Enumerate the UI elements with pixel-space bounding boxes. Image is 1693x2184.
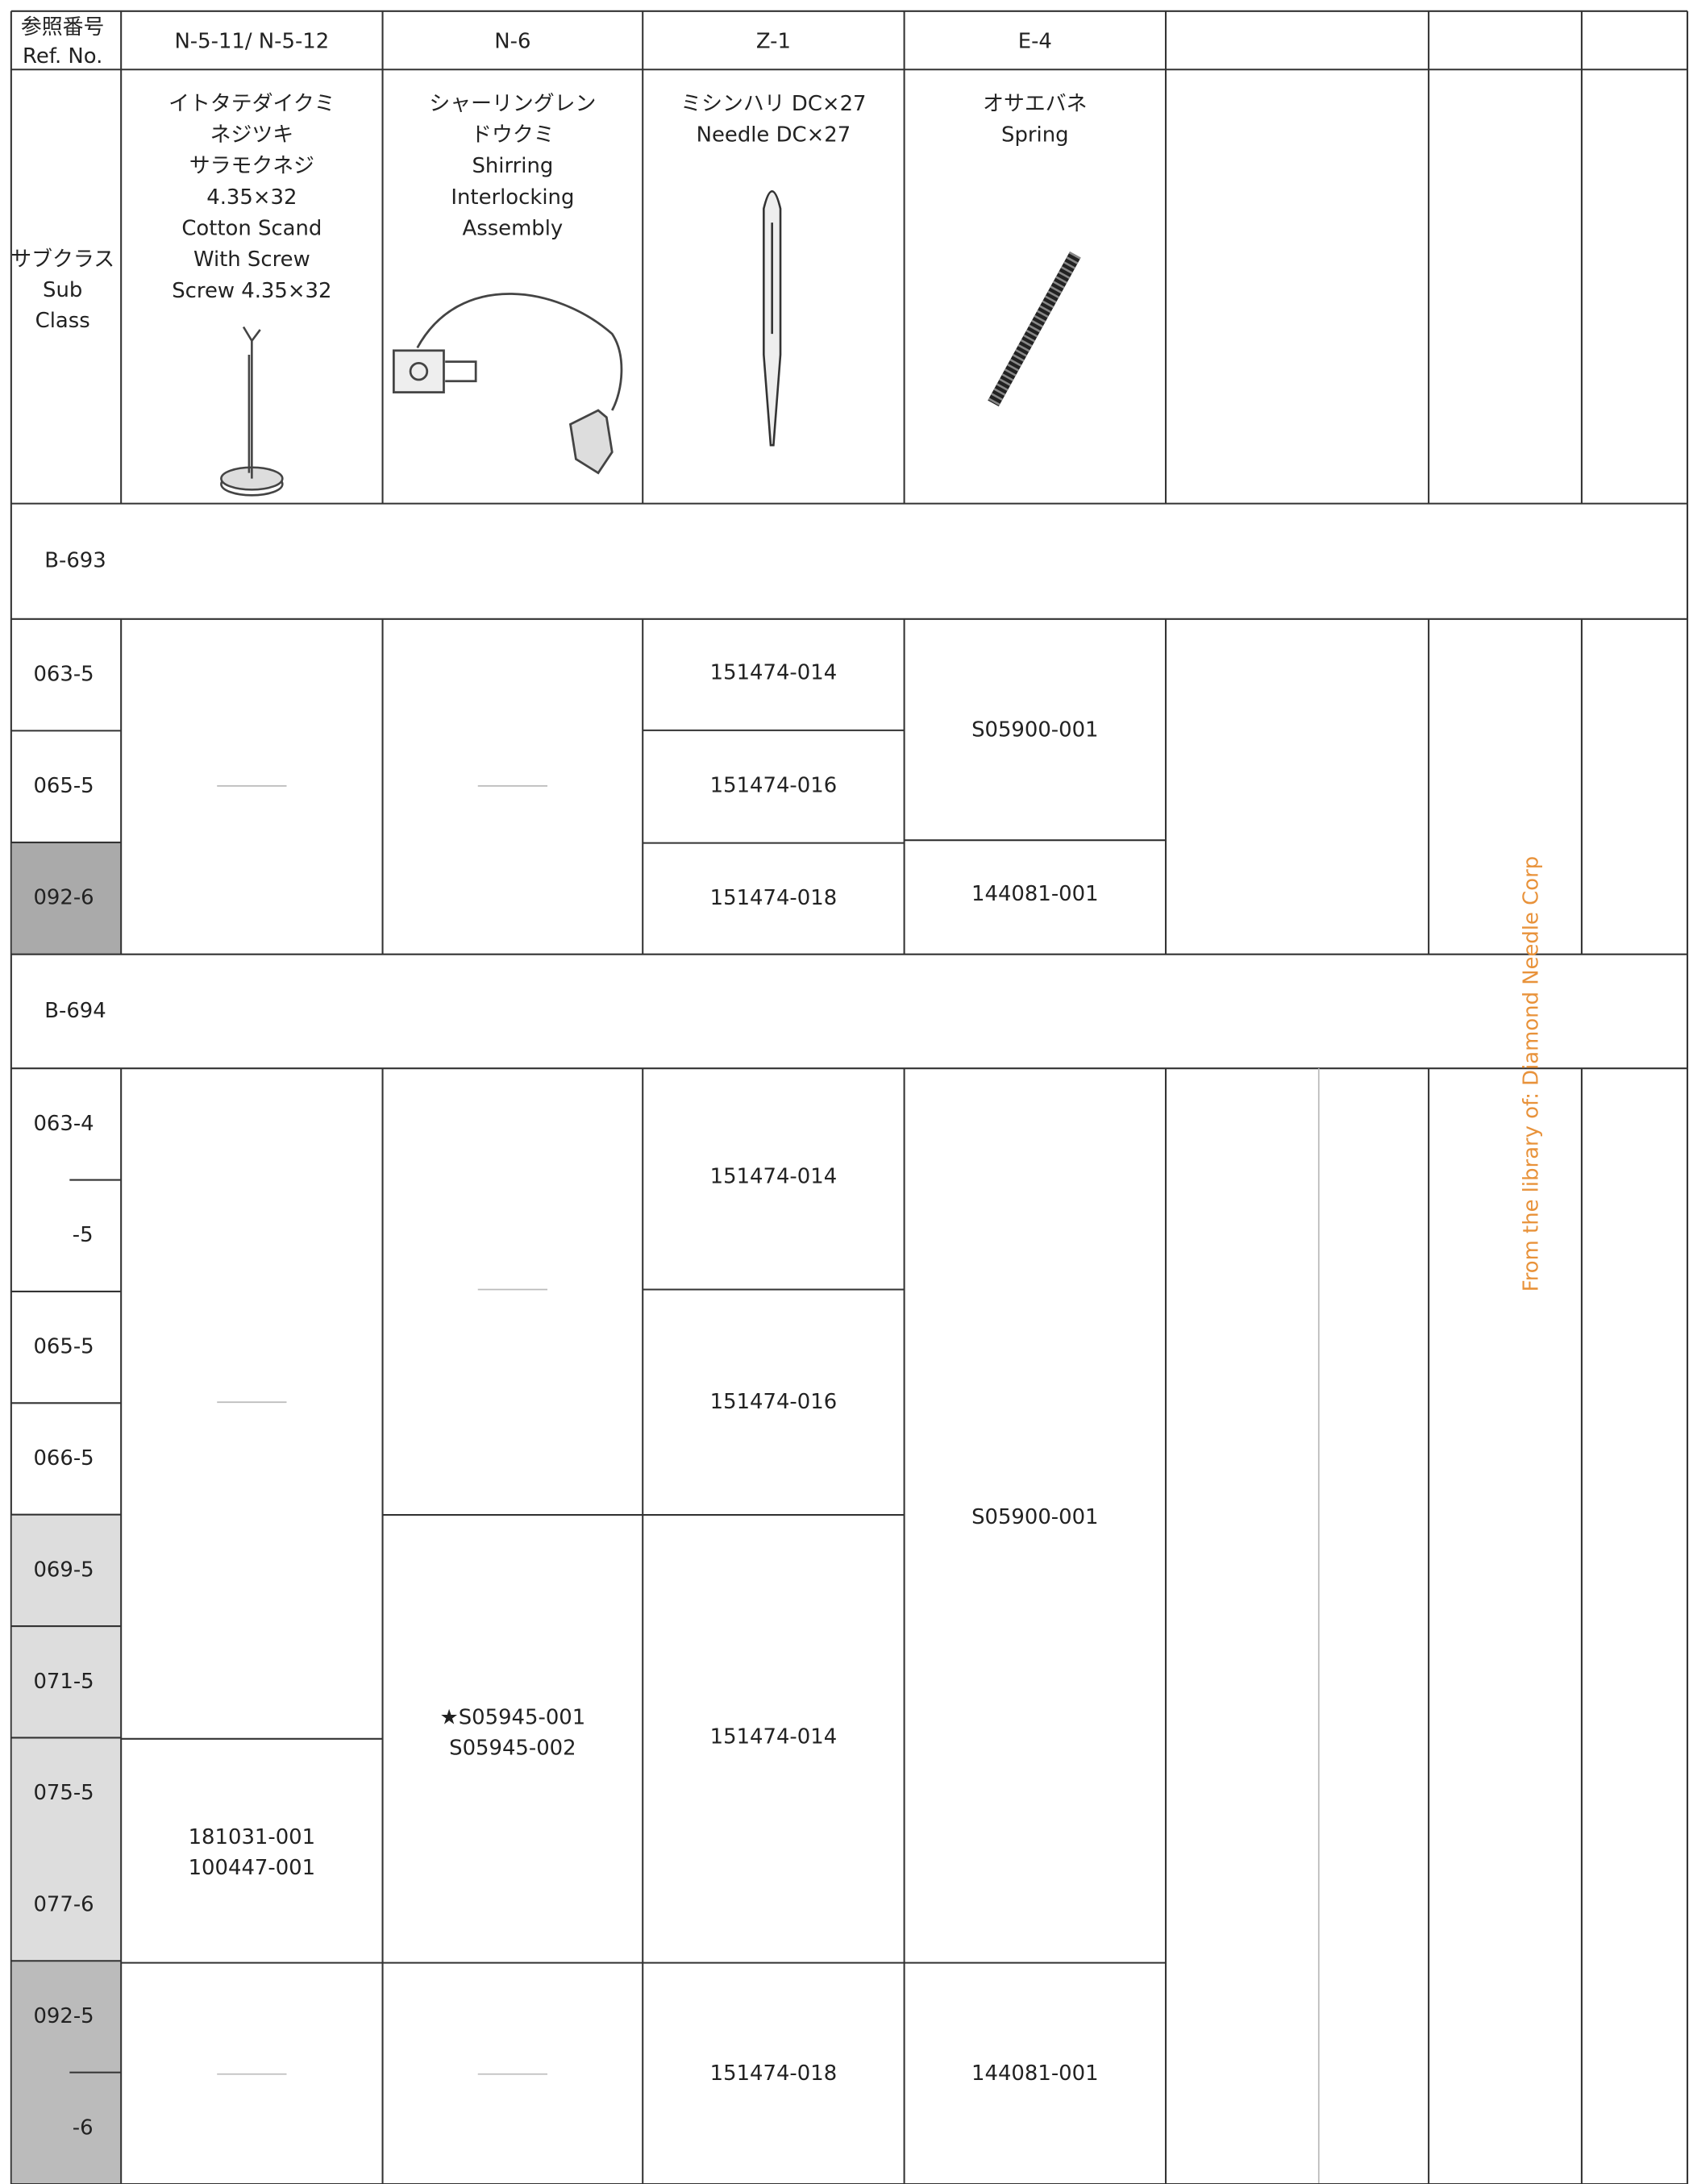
part-number: 151474-014 <box>710 661 837 685</box>
ref-number: 066-5 <box>33 1446 94 1471</box>
ref-header: Ref. No. <box>23 44 102 69</box>
spring-drawing <box>988 252 1081 407</box>
column-description: 4.35×32 <box>206 185 297 210</box>
ref-number: 065-5 <box>33 774 94 798</box>
part-number: 151474-014 <box>710 1725 837 1749</box>
table-texts: 参照番号 Ref. No. サブクラス Sub Class N-5-11/ N-5-12 イ… <box>10 15 1543 2140</box>
needle-drawing <box>763 190 782 447</box>
column-code: N-5-11/ N-5-12 <box>174 29 329 53</box>
ref-number: -5 <box>73 1223 94 1247</box>
ref-number: 075-5 <box>33 1781 94 1805</box>
cotton-stand-drawing <box>220 326 284 497</box>
part-number: S05945-002 <box>449 1736 576 1760</box>
column-description: Cotton Scand <box>181 217 322 241</box>
column-description: シャーリングレン <box>429 92 596 116</box>
ref-number: 065-5 <box>33 1335 94 1359</box>
sub-class-label: Sub <box>43 278 82 302</box>
ref-number: 071-5 <box>33 1670 94 1694</box>
column-description: Screw 4.35×32 <box>172 279 331 303</box>
ref-number: 077-6 <box>33 1893 94 1917</box>
part-number: ★S05945-001 <box>440 1705 586 1729</box>
model-heading: B-694 <box>44 999 106 1023</box>
column-code: Z-1 <box>756 29 791 53</box>
ref-shade <box>11 842 121 955</box>
column-description: ドウクミ <box>471 123 555 148</box>
part-number: 144081-001 <box>971 2061 1099 2086</box>
part-number: S05900-001 <box>971 718 1098 742</box>
part-number: 151474-018 <box>710 886 837 910</box>
ref-header: 参照番号 <box>21 15 105 40</box>
column-code: E-4 <box>1018 29 1052 53</box>
watermark: From the library of: Diamond Needle Corp <box>1519 856 1543 1292</box>
part-number: 144081-001 <box>971 882 1099 906</box>
part-number: 151474-014 <box>710 1164 837 1188</box>
column-description: Assembly <box>463 217 564 241</box>
column-description: Shirring <box>472 154 553 178</box>
part-number: 151474-016 <box>710 1390 837 1414</box>
column-description: オサエバネ <box>983 92 1087 116</box>
part-number: 151474-018 <box>710 2061 837 2086</box>
part-number: S05900-001 <box>971 1505 1098 1529</box>
column-description: ネジツキ <box>210 123 294 148</box>
ref-number: 063-5 <box>33 663 94 687</box>
column-description: イトタテダイクミ <box>168 92 335 116</box>
model-heading: B-693 <box>44 549 106 573</box>
part-number: 100447-001 <box>189 1856 316 1880</box>
ref-number: 063-4 <box>33 1112 94 1136</box>
table-lines <box>10 10 1689 2184</box>
column-description: Interlocking <box>451 185 574 210</box>
column-description: With Screw <box>193 248 310 272</box>
column-description: Needle DC×27 <box>697 123 851 148</box>
column-description: Spring <box>1001 123 1069 148</box>
sub-class-label: Class <box>35 309 90 333</box>
ref-number: -6 <box>73 2115 94 2140</box>
shirring-assembly-drawing <box>392 293 623 475</box>
ref-number: 092-6 <box>33 886 94 910</box>
illustrations <box>220 190 1081 497</box>
sub-class-label: サブクラス <box>10 248 114 272</box>
part-number: 151474-016 <box>710 773 837 797</box>
ref-number: 069-5 <box>33 1558 94 1582</box>
column-description: ミシンハリ DC×27 <box>680 92 866 116</box>
ref-number: 092-5 <box>33 2004 94 2028</box>
column-code: N-6 <box>494 29 530 53</box>
part-number: 181031-001 <box>189 1825 316 1849</box>
column-description: サラモクネジ <box>189 154 314 178</box>
